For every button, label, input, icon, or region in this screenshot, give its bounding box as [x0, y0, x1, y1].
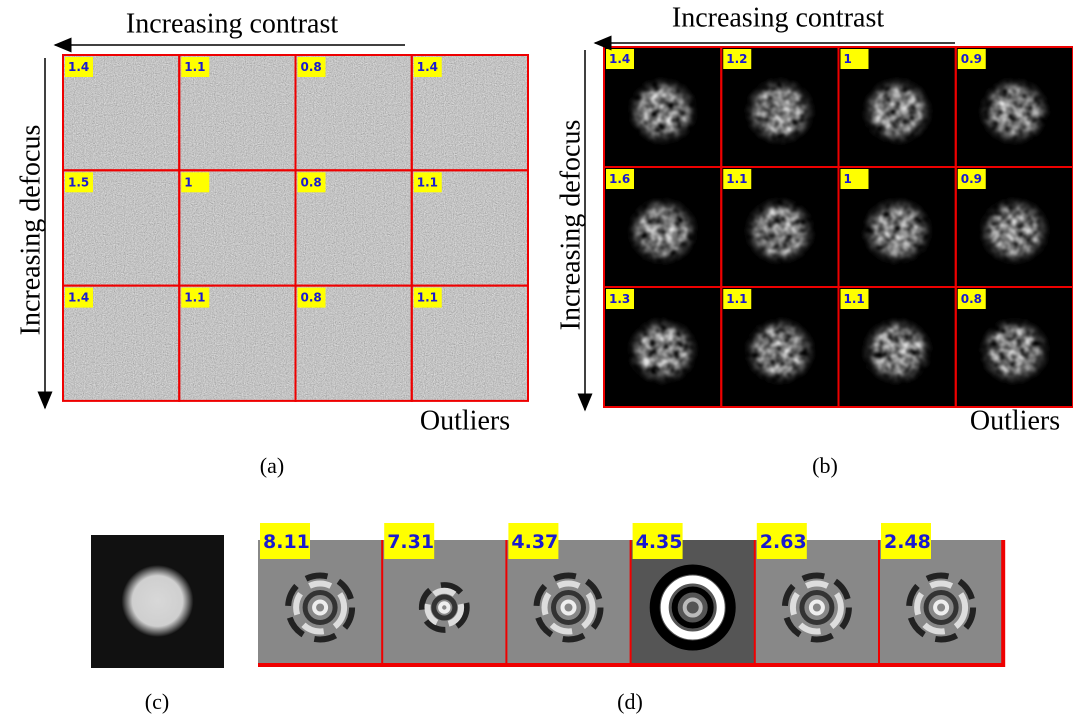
score-label: 7.31: [387, 531, 434, 553]
particle: [859, 195, 935, 267]
score-label: 2.63: [760, 531, 807, 553]
particle: [742, 195, 818, 267]
particle: [122, 565, 194, 637]
y-label: Increasing defocus: [15, 125, 46, 336]
x-label: Increasing contrast: [126, 8, 338, 39]
score-label: 1.1: [417, 175, 438, 189]
corner-label: Outliers: [420, 405, 510, 436]
y-label: Increasing defocus: [555, 120, 586, 331]
score-label: 1.3: [609, 292, 630, 306]
score-label: 1.1: [184, 60, 205, 74]
caption: (b): [812, 453, 838, 478]
score-label: 1.1: [184, 291, 205, 305]
particle: [859, 75, 935, 147]
score-label: 0.8: [961, 292, 982, 306]
caption: (c): [145, 689, 169, 714]
particle: [976, 315, 1052, 387]
score-label: 1.6: [609, 172, 630, 186]
score-label: 1.4: [68, 291, 89, 305]
score-label: 1: [184, 175, 192, 189]
score-label: 1: [844, 172, 852, 186]
particle: [625, 315, 701, 387]
score-label: 0.8: [301, 175, 322, 189]
x-label: Increasing contrast: [672, 2, 884, 33]
caption: (d): [617, 689, 643, 714]
particle: [742, 75, 818, 147]
caption: (a): [260, 453, 284, 478]
score-label: 4.37: [511, 531, 558, 553]
score-label: 1.4: [609, 52, 630, 66]
corner-label: Outliers: [970, 405, 1060, 436]
score-label: 1.1: [417, 291, 438, 305]
score-label: 0.8: [301, 60, 322, 74]
score-label: 1.4: [417, 60, 438, 74]
particle: [976, 195, 1052, 267]
particle: [742, 315, 818, 387]
score-label: 0.8: [301, 291, 322, 305]
particle: [976, 75, 1052, 147]
score-label: 2.48: [884, 531, 931, 553]
score-label: 1.1: [844, 292, 865, 306]
particle: [625, 75, 701, 147]
particle: [859, 315, 935, 387]
particle: [625, 195, 701, 267]
score-label: 1.4: [68, 60, 89, 74]
score-label: 1.2: [726, 52, 747, 66]
score-label: 4.35: [636, 531, 683, 553]
figure: 1.4 1.1 0.8 1.4 1.5 1 0.8 1.1 1.4 1.1 0.8 1.1 Increa…: [0, 0, 1073, 719]
score-label: 1: [844, 52, 852, 66]
score-label: 1.1: [726, 172, 747, 186]
score-label: 0.9: [961, 52, 982, 66]
score-label: 1.5: [68, 175, 89, 189]
score-label: 1.1: [726, 292, 747, 306]
score-label: 8.11: [263, 531, 310, 553]
score-label: 0.9: [961, 172, 982, 186]
